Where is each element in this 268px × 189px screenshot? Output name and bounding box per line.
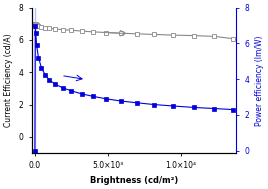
Y-axis label: Current Efficiency (cd/A): Current Efficiency (cd/A) [4,33,13,127]
Y-axis label: Power efficiency (lm/W): Power efficiency (lm/W) [255,35,264,125]
X-axis label: Brightness (cd/m²): Brightness (cd/m²) [90,176,178,185]
